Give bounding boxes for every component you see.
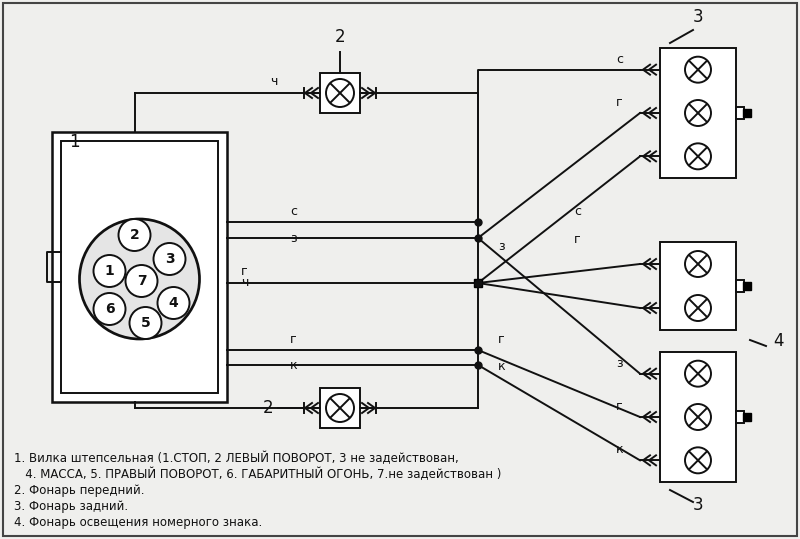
Text: з: з	[290, 232, 297, 245]
Text: 5: 5	[141, 316, 150, 330]
Text: 3. Фонарь задний.: 3. Фонарь задний.	[14, 500, 128, 513]
Text: г: г	[616, 96, 622, 109]
Circle shape	[154, 243, 186, 275]
Text: 4. МАССА, 5. ПРАВЫЙ ПОВОРОТ, 6. ГАБАРИТНЫЙ ОГОНЬ, 7.не задействован ): 4. МАССА, 5. ПРАВЫЙ ПОВОРОТ, 6. ГАБАРИТН…	[14, 468, 502, 481]
Text: 1: 1	[105, 264, 114, 278]
Text: 3: 3	[693, 8, 703, 26]
Circle shape	[94, 293, 126, 325]
Text: 4: 4	[169, 296, 178, 310]
Bar	[52, 132, 227, 402]
Text: г: г	[241, 265, 248, 278]
Text: к: к	[498, 360, 506, 373]
Text: 3: 3	[165, 252, 174, 266]
Text: с: с	[574, 205, 581, 218]
Circle shape	[79, 219, 199, 339]
Bar	[660, 48, 736, 178]
Text: 3: 3	[693, 496, 703, 514]
Circle shape	[158, 287, 190, 319]
Text: 2: 2	[130, 228, 139, 242]
Bar	[736, 280, 744, 292]
Text: 6: 6	[105, 302, 114, 316]
Text: с: с	[616, 53, 623, 66]
Text: г: г	[574, 233, 581, 246]
Text: з: з	[498, 240, 505, 253]
Text: 7: 7	[137, 274, 146, 288]
Text: 1: 1	[69, 133, 79, 151]
Text: г: г	[290, 333, 297, 346]
Text: к: к	[616, 444, 624, 457]
Text: 2: 2	[334, 28, 346, 46]
Text: г: г	[616, 400, 622, 413]
Bar	[660, 242, 736, 330]
Bar	[320, 73, 360, 113]
Bar	[61, 141, 218, 393]
Text: к: к	[290, 359, 298, 372]
Text: 2: 2	[262, 399, 274, 417]
Circle shape	[118, 219, 150, 251]
Bar	[736, 107, 744, 119]
Circle shape	[126, 265, 158, 297]
Circle shape	[130, 307, 162, 339]
Circle shape	[94, 255, 126, 287]
Bar	[736, 411, 744, 423]
Bar	[660, 352, 736, 482]
Text: с: с	[290, 205, 297, 218]
Text: ч: ч	[270, 75, 278, 88]
Text: з: з	[616, 357, 622, 370]
Text: 1. Вилка штепсельная (1.СТОП, 2 ЛЕВЫЙ ПОВОРОТ, 3 не задействован,: 1. Вилка штепсельная (1.СТОП, 2 ЛЕВЫЙ ПО…	[14, 452, 458, 465]
Text: 4. Фонарь освещения номерного знака.: 4. Фонарь освещения номерного знака.	[14, 516, 262, 529]
Text: ч: ч	[241, 276, 248, 289]
Bar	[320, 388, 360, 428]
Text: 4: 4	[773, 332, 783, 350]
Text: г: г	[498, 333, 505, 346]
Text: 2. Фонарь передний.: 2. Фонарь передний.	[14, 484, 145, 497]
